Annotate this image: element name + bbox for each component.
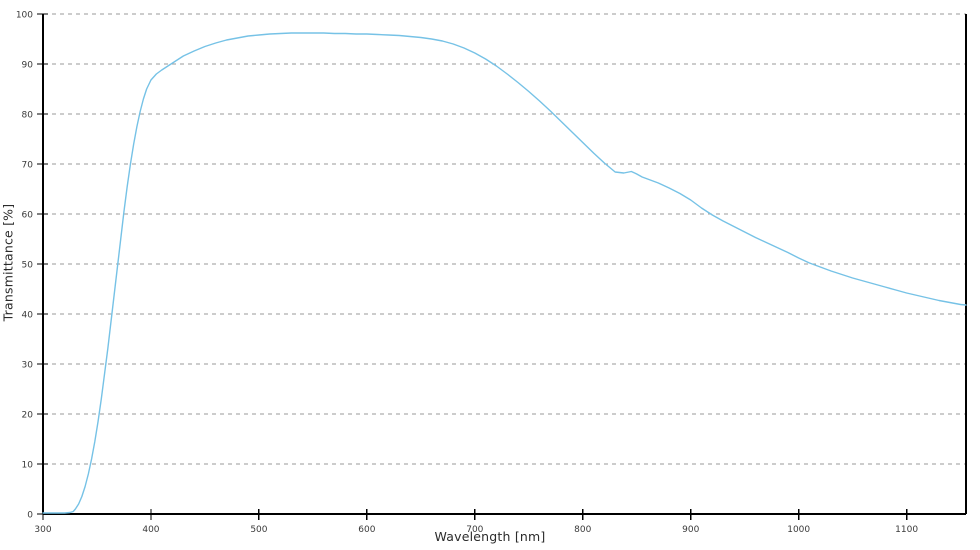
tick-labels: 0 10 20 30 40 50 60 70 80 90 100 300 400 500 600 700 800… — [16, 11, 919, 536]
series-line-0 — [42, 32, 967, 514]
gridlines — [44, 13, 966, 465]
axis-ticks — [37, 13, 908, 520]
x-tick-label-400: 400 — [142, 525, 159, 535]
y-tick-label-30: 30 — [22, 361, 34, 371]
y-tick-label-10: 10 — [22, 461, 34, 471]
y-tick-label-40: 40 — [22, 311, 34, 321]
y-tick-label-80: 80 — [22, 111, 34, 121]
x-tick-label-1100: 1100 — [895, 525, 918, 535]
y-tick-label-70: 70 — [22, 161, 34, 171]
data-series — [42, 32, 967, 514]
x-tick-label-800: 800 — [574, 525, 591, 535]
y-tick-label-20: 20 — [22, 411, 34, 421]
x-tick-label-1000: 1000 — [787, 525, 810, 535]
x-tick-label-600: 600 — [358, 525, 375, 535]
y-tick-label-90: 90 — [22, 61, 34, 71]
y-tick-label-100: 100 — [16, 11, 33, 21]
x-tick-label-900: 900 — [682, 525, 699, 535]
y-tick-label-0: 0 — [27, 511, 33, 521]
y-tick-label-50: 50 — [22, 261, 34, 271]
x-tick-label-500: 500 — [250, 525, 267, 535]
x-axis-title: Wavelength [nm] — [434, 529, 546, 544]
y-axis-title: Transmittance [%] — [0, 203, 16, 322]
y-tick-label-60: 60 — [22, 211, 34, 221]
x-tick-label-300: 300 — [34, 525, 51, 535]
x-tick-label-700: 700 — [466, 525, 483, 535]
axis-spines — [42, 14, 967, 515]
